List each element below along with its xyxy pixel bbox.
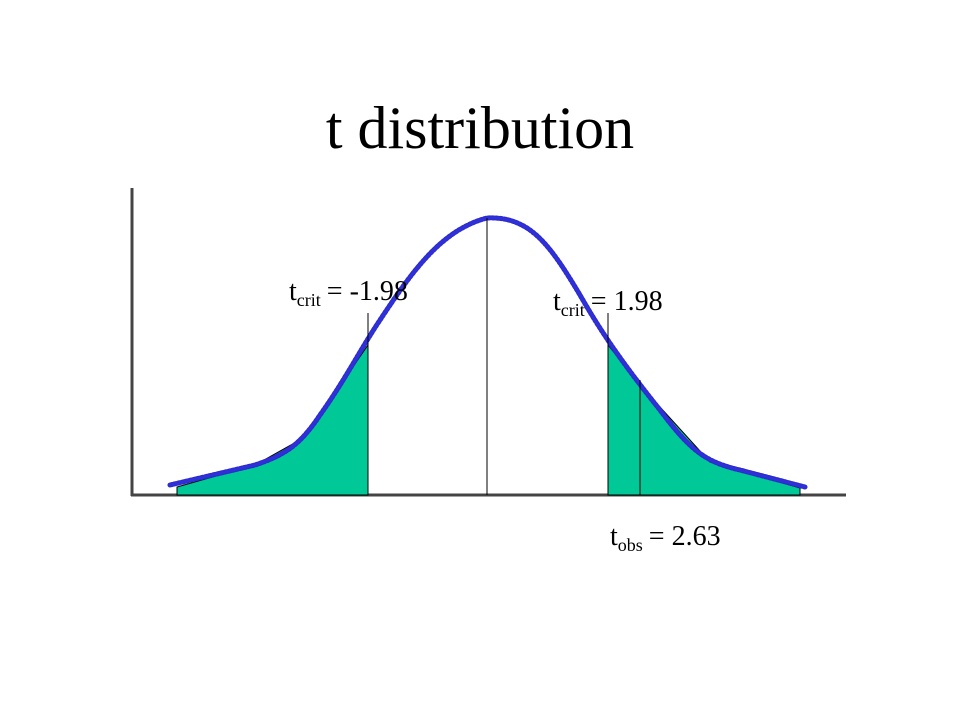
label-value: = -1.98 — [327, 276, 408, 307]
label-crit-left: tcrit = -1.98 — [289, 276, 408, 310]
label-symbol: t — [610, 521, 618, 552]
label-symbol: t — [553, 286, 561, 317]
slide-title: t distribution — [326, 95, 634, 161]
t-curve-core — [168, 216, 807, 489]
label-crit-right: tcrit = 1.98 — [553, 286, 663, 320]
label-value: = 2.63 — [649, 521, 721, 552]
label-obs: tobs = 2.63 — [610, 521, 721, 555]
label-subscript: obs — [618, 535, 643, 555]
label-symbol: t — [289, 276, 297, 307]
label-value: = 1.98 — [591, 286, 663, 317]
label-subscript: crit — [561, 300, 585, 320]
label-subscript: crit — [297, 290, 321, 310]
